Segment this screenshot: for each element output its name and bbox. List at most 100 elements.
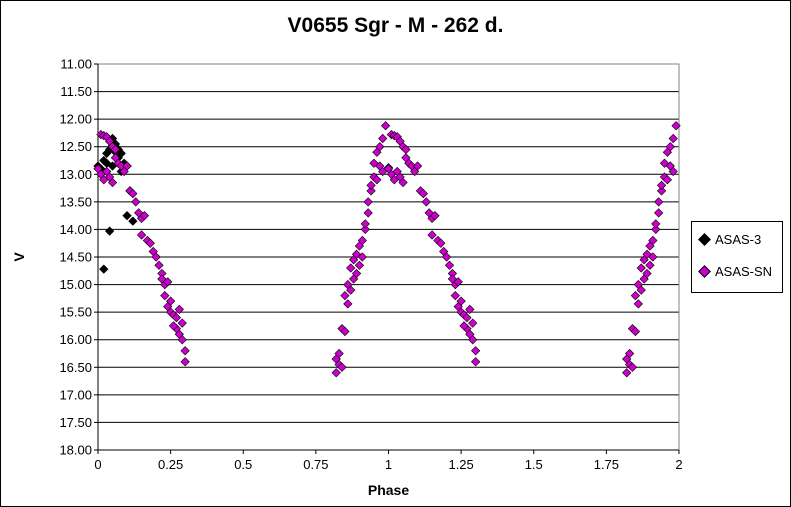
data-point bbox=[668, 133, 678, 144]
data-point bbox=[642, 268, 652, 279]
data-point bbox=[136, 230, 147, 240]
data-point bbox=[380, 121, 391, 131]
y-tick-label: 14.50 bbox=[59, 250, 92, 265]
data-point bbox=[430, 211, 440, 221]
data-point bbox=[145, 238, 155, 248]
chart-title: V0655 Sgr - M - 262 d. bbox=[287, 14, 504, 37]
data-point bbox=[648, 252, 658, 262]
y-tick-label: 16.50 bbox=[59, 360, 92, 375]
y-tick-label: 16.00 bbox=[59, 332, 92, 347]
data-point bbox=[427, 230, 437, 240]
data-point bbox=[107, 177, 118, 188]
y-axis-label: V bbox=[11, 252, 27, 262]
y-tick-label: 15.50 bbox=[59, 305, 92, 320]
data-point bbox=[648, 235, 658, 246]
data-point bbox=[177, 335, 187, 345]
y-tick-label: 17.00 bbox=[59, 387, 92, 402]
data-point bbox=[363, 197, 373, 207]
y-tick-label: 18.00 bbox=[59, 443, 92, 458]
data-point bbox=[398, 177, 408, 188]
data-point bbox=[337, 362, 347, 372]
x-tick-label: 0.5 bbox=[234, 457, 252, 472]
x-tick-label: 1 bbox=[385, 457, 392, 472]
data-point bbox=[354, 260, 365, 270]
data-point bbox=[656, 180, 667, 190]
data-point bbox=[418, 188, 428, 199]
data-point bbox=[351, 268, 362, 279]
data-point bbox=[128, 216, 138, 226]
data-point bbox=[671, 121, 681, 131]
diamond-marker-icon bbox=[698, 265, 711, 278]
data-point bbox=[450, 290, 460, 301]
data-point bbox=[412, 161, 423, 171]
data-point bbox=[174, 304, 184, 315]
data-point bbox=[363, 208, 373, 218]
data-point bbox=[131, 197, 141, 207]
data-point bbox=[645, 260, 655, 270]
y-tick-label: 11.00 bbox=[60, 57, 92, 72]
data-point bbox=[357, 252, 367, 262]
data-point bbox=[465, 304, 475, 315]
data-point bbox=[636, 263, 646, 273]
y-tick-label: 12.50 bbox=[59, 139, 92, 154]
data-point bbox=[622, 368, 632, 378]
legend: ASAS-3 ASAS-SN bbox=[691, 221, 783, 293]
data-point bbox=[122, 211, 132, 221]
y-tick-label: 12.00 bbox=[59, 112, 92, 127]
y-tick-label: 13.00 bbox=[59, 167, 92, 182]
data-point bbox=[436, 238, 446, 248]
data-point bbox=[357, 235, 367, 246]
x-tick-label: 1.75 bbox=[594, 457, 619, 472]
data-point bbox=[139, 211, 150, 221]
diamond-marker-icon bbox=[698, 233, 711, 246]
x-tick-labels: 0 0.25 0.5 0.75 1 1.25 1.5 1.75 2 bbox=[94, 450, 683, 472]
data-point bbox=[665, 142, 675, 152]
data-point bbox=[636, 285, 646, 295]
data-point bbox=[180, 357, 190, 367]
y-tick-labels: 11.00 11.50 12.00 12.50 13.00 13.50 14.00 14.50… bbox=[59, 57, 98, 458]
data-point bbox=[630, 290, 641, 301]
data-point bbox=[154, 260, 164, 270]
y-tick-label: 14.00 bbox=[59, 222, 92, 237]
data-point bbox=[346, 263, 356, 273]
data-point bbox=[468, 318, 478, 328]
data-point bbox=[340, 326, 350, 337]
data-point bbox=[453, 277, 463, 287]
data-point bbox=[171, 313, 182, 323]
data-point bbox=[662, 175, 673, 185]
data-point bbox=[444, 260, 455, 270]
data-point bbox=[177, 318, 187, 328]
data-point bbox=[651, 219, 661, 229]
data-point bbox=[160, 290, 170, 301]
y-tick-label: 13.50 bbox=[59, 194, 92, 209]
legend-item-asas-3: ASAS-3 bbox=[698, 232, 762, 247]
x-tick-label: 2 bbox=[675, 457, 682, 472]
data-point bbox=[654, 197, 664, 207]
gridlines bbox=[98, 63, 679, 451]
data-point bbox=[122, 161, 132, 171]
data-point bbox=[343, 299, 353, 309]
data-point bbox=[441, 252, 452, 262]
data-point bbox=[378, 133, 388, 144]
data-point bbox=[116, 148, 126, 158]
legend-label: ASAS-3 bbox=[715, 232, 762, 247]
x-tick-label: 0.25 bbox=[158, 457, 183, 472]
data-point bbox=[104, 226, 115, 236]
data-point bbox=[99, 264, 109, 274]
x-tick-label: 0 bbox=[94, 457, 101, 472]
x-tick-label: 0.75 bbox=[303, 457, 328, 472]
data-point bbox=[340, 290, 350, 301]
data-point bbox=[334, 348, 344, 359]
data-point bbox=[624, 348, 635, 359]
data-point bbox=[651, 224, 661, 235]
legend-label: ASAS-SN bbox=[715, 264, 773, 279]
data-point bbox=[468, 335, 478, 345]
data-point bbox=[668, 166, 678, 177]
data-point bbox=[366, 186, 376, 196]
data-point bbox=[656, 186, 667, 196]
data-point bbox=[627, 362, 638, 372]
data-point bbox=[166, 296, 176, 306]
data-point bbox=[372, 175, 382, 185]
data-point bbox=[642, 249, 652, 259]
y-tick-label: 17.50 bbox=[59, 415, 92, 430]
